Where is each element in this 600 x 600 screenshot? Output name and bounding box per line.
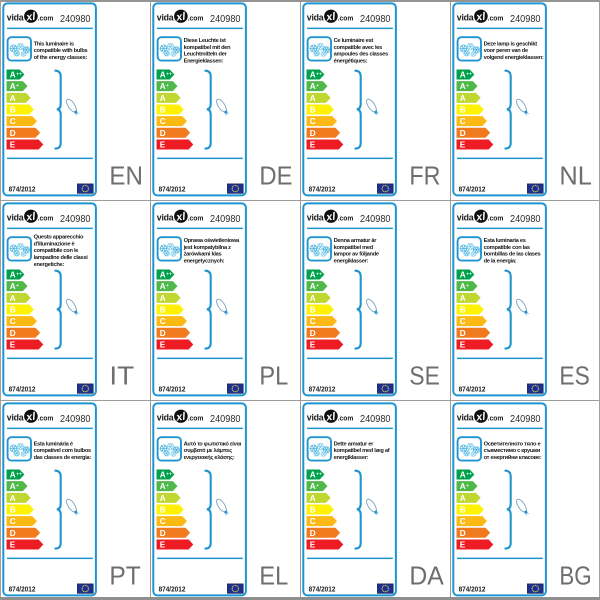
svg-text:ES: ES	[559, 362, 589, 390]
svg-text:compatible avec les: compatible avec les	[334, 45, 383, 51]
svg-text:BG: BG	[559, 562, 591, 590]
svg-text:kompatibel mit den: kompatibel mit den	[184, 45, 232, 51]
svg-text:compatibile con le: compatibile con le	[34, 248, 79, 254]
svg-text:jest kompatybilna z: jest kompatybilna z	[183, 245, 232, 251]
svg-text:SE: SE	[409, 362, 439, 390]
svg-text:Dette armatur er: Dette armatur er	[334, 441, 375, 447]
svg-text:kompatibel med læg af: kompatibel med læg af	[334, 448, 390, 454]
svg-text:EL: EL	[259, 562, 288, 590]
svg-text:of the energy classes:: of the energy classes:	[34, 55, 88, 61]
svg-text:energetiche:: energetiche:	[34, 262, 65, 268]
svg-text:Ce luminaire est: Ce luminaire est	[334, 38, 374, 44]
svg-text:ampoules des classes: ampoules des classes	[334, 52, 389, 58]
svg-text:Deze lamp is geschikt: Deze lamp is geschikt	[484, 41, 538, 47]
svg-text:This luminaire is: This luminaire is	[34, 41, 74, 47]
svg-text:ενεργειακής κλάσης:: ενεργειακής κλάσης:	[184, 455, 235, 461]
svg-text:Denna armatur är: Denna armatur är	[334, 238, 378, 244]
svg-text:energiklasser:: energiklasser:	[334, 259, 369, 265]
svg-text:voor peren van de: voor peren van de	[484, 48, 528, 54]
svg-text:compatible con las: compatible con las	[484, 245, 530, 251]
svg-text:energetycznych:: energetycznych:	[184, 259, 225, 265]
svg-text:Esta luminária é: Esta luminária é	[34, 441, 73, 447]
svg-text:volgend energieklassen:: volgend energieklassen:	[484, 55, 544, 61]
svg-text:kompatibel med: kompatibel med	[334, 245, 374, 251]
svg-text:Αυτό το φωτιστικό είναι: Αυτό το φωτιστικό είναι	[184, 441, 242, 447]
svg-text:Oprawa oświetleniowa: Oprawa oświetleniowa	[184, 238, 241, 244]
svg-text:NL: NL	[559, 162, 592, 190]
svg-text:d'illuminazione è: d'illuminazione è	[34, 241, 75, 247]
svg-text:συμβατό με λάμπες: συμβατό με λάμπες	[184, 448, 233, 454]
svg-text:Diese Leuchte ist: Diese Leuchte ist	[184, 38, 226, 44]
svg-text:compatible with bulbs: compatible with bulbs	[34, 48, 88, 54]
svg-text:Осветителното тяло е: Осветителното тяло е	[484, 441, 541, 447]
svg-text:IT: IT	[109, 362, 134, 390]
svg-text:DA: DA	[409, 562, 444, 590]
svg-text:Energieklassen:: Energieklassen:	[184, 59, 224, 65]
svg-text:das classes de energia:: das classes de energia:	[34, 455, 92, 461]
svg-text:PT: PT	[109, 562, 141, 590]
svg-text:съвместимо с крушки: съвместимо с крушки	[484, 448, 541, 454]
svg-text:żarówkami klas: żarówkami klas	[184, 252, 222, 258]
svg-text:FR: FR	[409, 162, 440, 190]
svg-text:Leuchtmitteln der: Leuchtmitteln der	[184, 52, 228, 58]
svg-text:compatível com bulbos: compatível com bulbos	[34, 448, 91, 454]
svg-text:DE: DE	[259, 162, 292, 190]
svg-text:Questo apparecchio: Questo apparecchio	[34, 234, 84, 240]
svg-text:lampor av följande: lampor av följande	[334, 252, 379, 258]
svg-text:Esta luminaria es: Esta luminaria es	[484, 238, 526, 244]
svg-text:от енергийни класове:: от енергийни класове:	[484, 454, 542, 461]
svg-text:énergétiques:: énergétiques:	[334, 59, 368, 65]
svg-text:EN: EN	[109, 162, 142, 190]
svg-text:PL: PL	[259, 362, 288, 390]
svg-text:lampadine delle classi: lampadine delle classi	[34, 255, 89, 261]
svg-text:energiklasser:: energiklasser:	[334, 455, 369, 461]
svg-text:de la energía:: de la energía:	[484, 259, 517, 265]
svg-text:bombillas de las clases: bombillas de las clases	[484, 252, 541, 258]
